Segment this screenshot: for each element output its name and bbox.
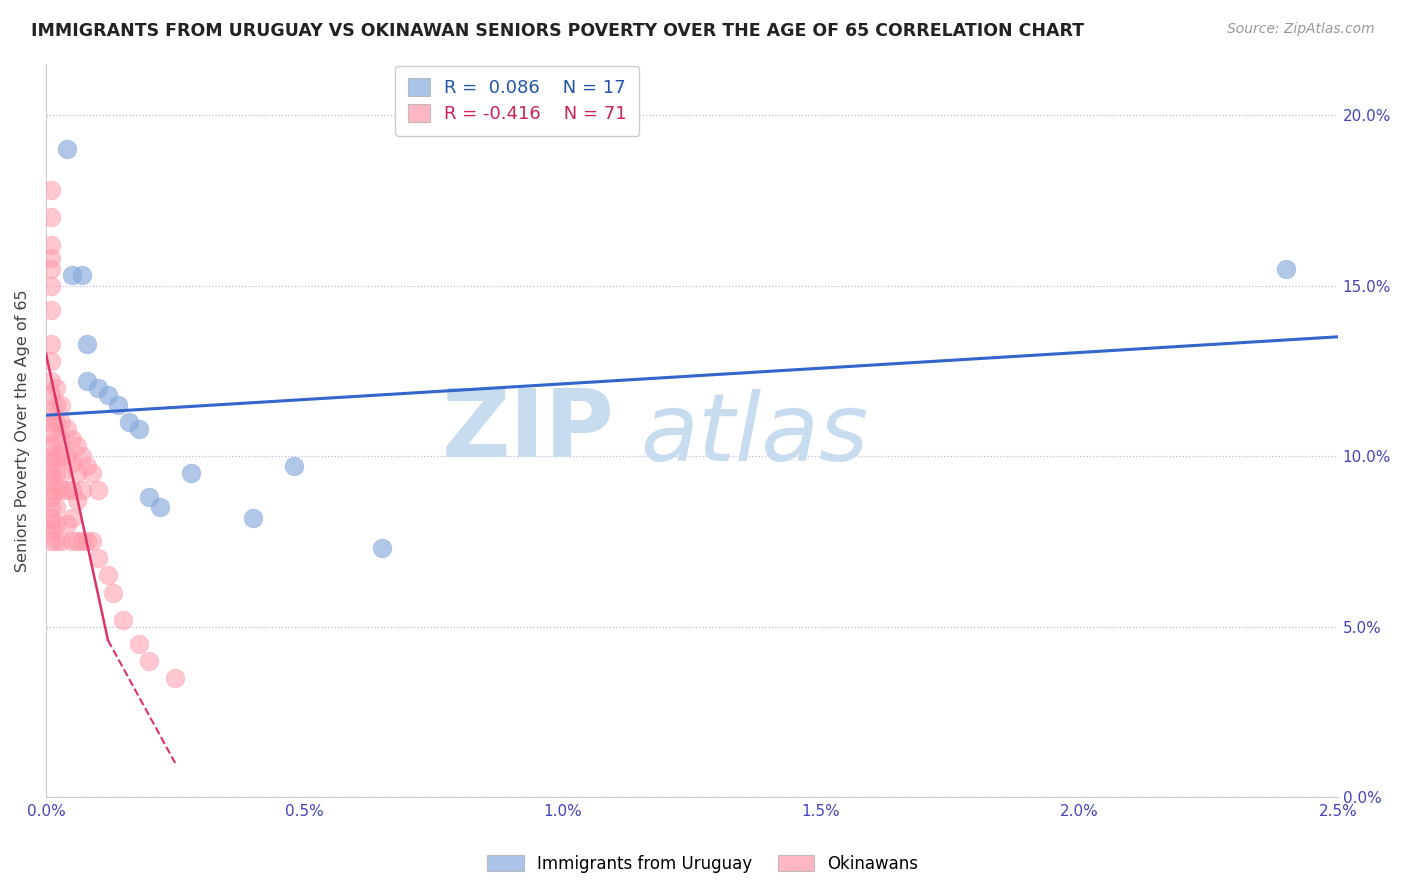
Point (45, 449, 67, 463)
Text: IMMIGRANTS FROM URUGUAY VS OKINAWAN SENIORS POVERTY OVER THE AGE OF 65 CORRELATI: IMMIGRANTS FROM URUGUAY VS OKINAWAN SENI… (31, 22, 1084, 40)
Point (149, 500, 172, 515)
Point (39, 439, 62, 453)
Point (39, 490, 62, 504)
Point (66, 493, 89, 508)
Point (70, 534, 93, 549)
Point (55, 449, 77, 463)
Point (45, 398, 67, 412)
Point (45, 466, 67, 480)
Point (165, 671, 187, 685)
Point (371, 541, 394, 556)
Point (51, 398, 73, 412)
Point (45, 534, 67, 549)
Point (39, 405, 62, 419)
Text: atlas: atlas (640, 389, 869, 480)
Point (45, 415, 67, 429)
Point (70, 268, 93, 283)
Point (97, 568, 120, 582)
Point (45, 432, 67, 446)
Point (86, 483, 108, 498)
Point (55, 422, 77, 436)
Point (39, 425, 62, 440)
Point (66, 534, 89, 549)
Point (45, 500, 67, 515)
Point (39, 473, 62, 487)
Text: ZIP: ZIP (441, 384, 614, 476)
Point (51, 534, 73, 549)
Point (39, 524, 62, 538)
Point (76, 459, 98, 474)
Point (39, 415, 62, 429)
Point (138, 490, 160, 504)
Point (45, 517, 67, 532)
Point (39, 353, 62, 368)
Point (45, 483, 67, 498)
Point (51, 483, 73, 498)
Point (97, 388, 120, 402)
Point (39, 510, 62, 524)
Point (51, 449, 73, 463)
Point (76, 374, 98, 388)
Point (39, 449, 62, 463)
Point (70, 449, 93, 463)
Point (112, 613, 135, 627)
Point (76, 534, 98, 549)
Point (39, 302, 62, 317)
Point (138, 654, 160, 668)
Point (70, 483, 93, 498)
Point (60, 432, 83, 446)
Point (39, 534, 62, 549)
Point (55, 142, 77, 156)
Point (82, 534, 104, 549)
Point (39, 500, 62, 515)
Point (86, 551, 108, 566)
Point (39, 336, 62, 351)
Point (60, 510, 83, 524)
Point (39, 466, 62, 480)
Point (55, 517, 77, 532)
Point (39, 183, 62, 197)
Point (51, 432, 73, 446)
Point (117, 415, 139, 429)
Point (60, 268, 83, 283)
Point (39, 517, 62, 532)
Legend: Immigrants from Uruguay, Okinawans: Immigrants from Uruguay, Okinawans (481, 848, 925, 880)
Point (39, 211, 62, 225)
Point (66, 466, 89, 480)
Point (82, 466, 104, 480)
Point (1275, 261, 1298, 276)
Point (39, 261, 62, 276)
Point (107, 398, 129, 412)
Point (66, 439, 89, 453)
Point (39, 388, 62, 402)
Point (39, 237, 62, 252)
Legend: R =  0.086    N = 17, R = -0.416    N = 71: R = 0.086 N = 17, R = -0.416 N = 71 (395, 66, 640, 136)
Point (39, 483, 62, 498)
Point (76, 336, 98, 351)
Point (101, 585, 124, 599)
Point (128, 422, 150, 436)
Point (51, 415, 73, 429)
Text: Source: ZipAtlas.com: Source: ZipAtlas.com (1227, 22, 1375, 37)
Point (39, 252, 62, 266)
Point (60, 456, 83, 470)
Point (55, 483, 77, 498)
Point (86, 381, 108, 395)
Point (60, 483, 83, 498)
Point (242, 510, 264, 524)
Point (180, 466, 202, 480)
Point (283, 459, 305, 474)
Point (51, 466, 73, 480)
Y-axis label: Seniors Poverty Over the Age of 65: Seniors Poverty Over the Age of 65 (15, 289, 30, 572)
Point (39, 456, 62, 470)
Point (60, 534, 83, 549)
Point (39, 374, 62, 388)
Point (128, 637, 150, 651)
Point (39, 278, 62, 293)
Point (45, 381, 67, 395)
